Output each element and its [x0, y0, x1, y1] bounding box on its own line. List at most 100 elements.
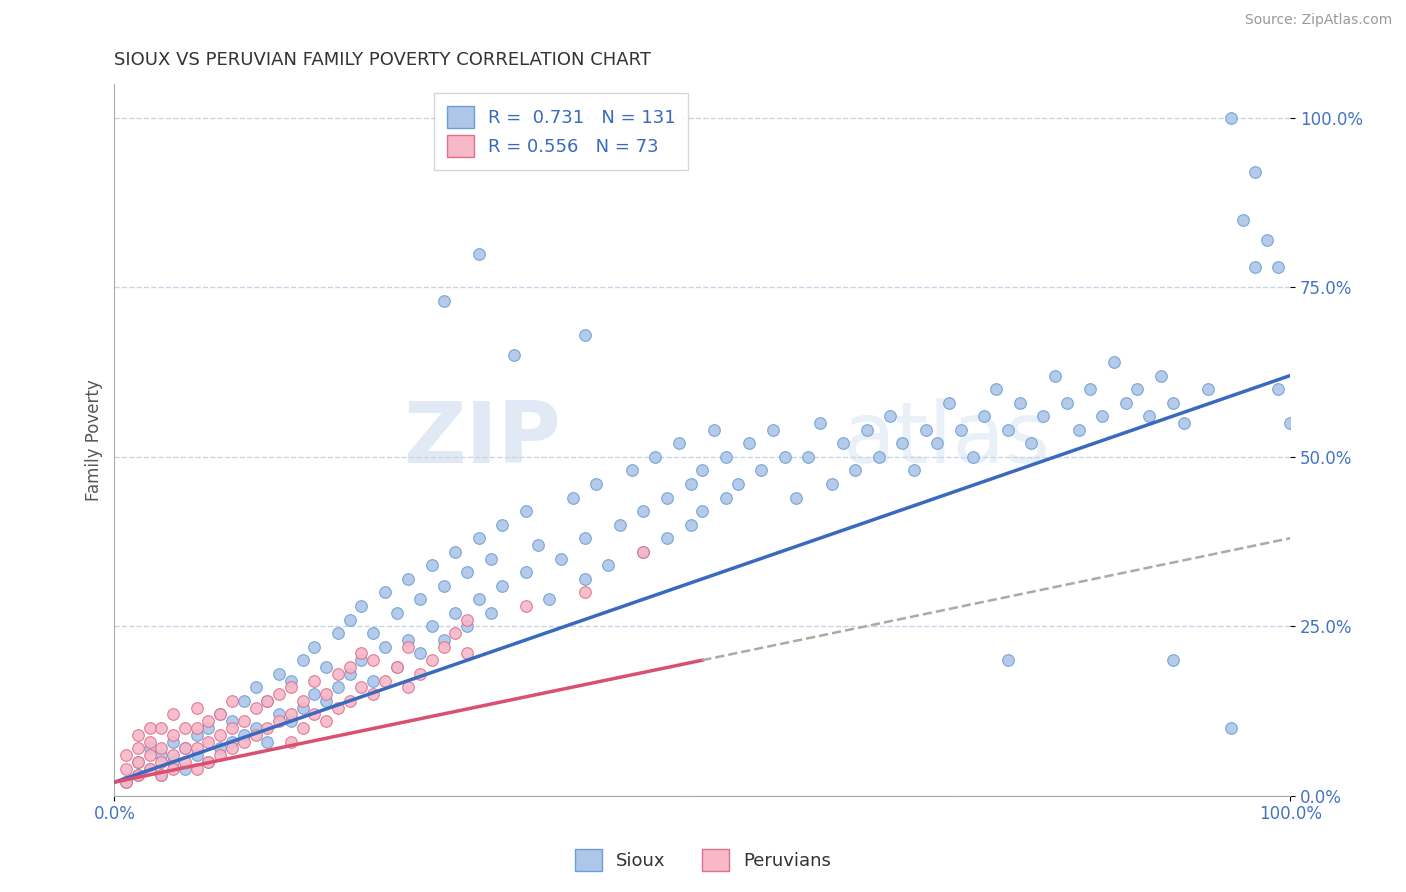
Point [138, 762, 160, 776]
Point [315, 694, 337, 708]
Legend: R =  0.731   N = 131, R = 0.556   N = 73: R = 0.731 N = 131, R = 0.556 N = 73 [434, 93, 689, 169]
Point [773, 450, 796, 464]
Point [1008, 395, 1031, 409]
Point [679, 517, 702, 532]
Point [550, 551, 572, 566]
Point [1150, 368, 1173, 383]
Point [526, 538, 548, 552]
Point [127, 755, 149, 769]
Point [515, 599, 537, 613]
Point [574, 531, 596, 545]
Point [491, 517, 513, 532]
Point [1197, 382, 1219, 396]
Point [1267, 382, 1289, 396]
Point [1161, 395, 1184, 409]
Text: ZIP: ZIP [404, 399, 561, 482]
Point [1137, 409, 1160, 424]
Point [374, 640, 396, 654]
Point [256, 734, 278, 748]
Point [221, 714, 243, 729]
Point [1256, 233, 1278, 247]
Point [361, 653, 384, 667]
Point [115, 762, 138, 776]
Point [1021, 436, 1043, 450]
Point [633, 545, 655, 559]
Point [339, 694, 361, 708]
Point [1032, 409, 1054, 424]
Point [633, 504, 655, 518]
Point [221, 741, 243, 756]
Point [515, 565, 537, 579]
Point [162, 755, 184, 769]
Point [690, 463, 713, 477]
Point [1173, 416, 1195, 430]
Point [232, 714, 254, 729]
Point [291, 653, 314, 667]
Point [256, 694, 278, 708]
Point [291, 694, 314, 708]
Point [385, 660, 408, 674]
Point [515, 504, 537, 518]
Point [949, 423, 972, 437]
Point [209, 707, 232, 722]
Point [679, 477, 702, 491]
Point [162, 748, 184, 763]
Point [456, 619, 478, 633]
Point [1267, 260, 1289, 274]
Point [150, 748, 173, 763]
Point [186, 728, 208, 742]
Point [409, 666, 432, 681]
Point [444, 606, 467, 620]
Point [655, 531, 678, 545]
Point [150, 768, 173, 782]
Point [162, 762, 184, 776]
Point [762, 423, 785, 437]
Point [433, 293, 456, 308]
Point [326, 681, 349, 695]
Point [174, 741, 197, 756]
Point [749, 463, 772, 477]
Point [738, 436, 761, 450]
Point [785, 491, 807, 505]
Point [620, 463, 643, 477]
Point [1078, 382, 1101, 396]
Point [444, 626, 467, 640]
Point [468, 531, 491, 545]
Point [304, 673, 326, 688]
Point [186, 748, 208, 763]
Point [138, 734, 160, 748]
Point [245, 721, 267, 735]
Point [420, 653, 443, 667]
Point [267, 714, 290, 729]
Point [1244, 165, 1267, 179]
Point [304, 640, 326, 654]
Point [138, 741, 160, 756]
Point [150, 755, 173, 769]
Point [433, 632, 456, 647]
Point [339, 660, 361, 674]
Point [903, 463, 925, 477]
Point [315, 660, 337, 674]
Point [891, 436, 914, 450]
Point [267, 687, 290, 701]
Y-axis label: Family Poverty: Family Poverty [86, 379, 103, 500]
Point [703, 423, 725, 437]
Point [162, 734, 184, 748]
Point [150, 768, 173, 782]
Point [127, 728, 149, 742]
Point [844, 463, 866, 477]
Point [115, 775, 138, 789]
Point [1220, 721, 1243, 735]
Point [115, 775, 138, 789]
Text: Source: ZipAtlas.com: Source: ZipAtlas.com [1244, 13, 1392, 28]
Point [1279, 416, 1302, 430]
Point [256, 694, 278, 708]
Point [997, 653, 1019, 667]
Point [150, 741, 173, 756]
Point [197, 721, 219, 735]
Point [633, 545, 655, 559]
Point [1056, 395, 1078, 409]
Point [1232, 212, 1254, 227]
Point [868, 450, 890, 464]
Point [797, 450, 820, 464]
